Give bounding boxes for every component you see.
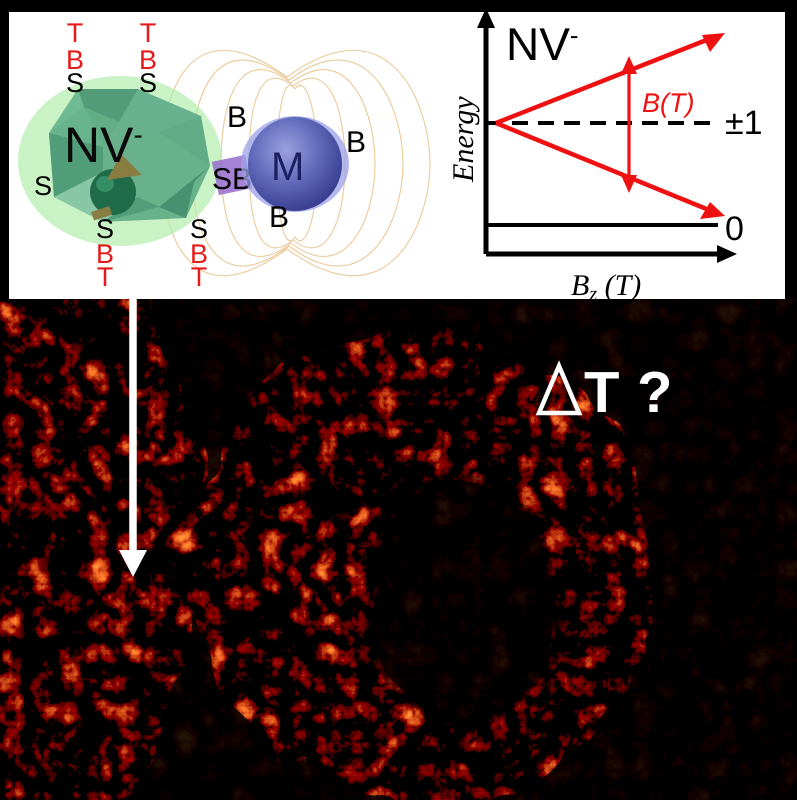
svg-text:±1: ±1 xyxy=(725,104,763,142)
svg-text:T: T xyxy=(584,360,619,425)
svg-text:NV-: NV- xyxy=(506,18,579,70)
svg-text:?: ? xyxy=(637,360,672,425)
svg-text:0: 0 xyxy=(725,210,744,248)
svg-text:Bz (T): Bz (T) xyxy=(571,269,641,299)
svg-text:Energy: Energy xyxy=(447,96,480,183)
svg-text:B(T): B(T) xyxy=(642,88,694,118)
